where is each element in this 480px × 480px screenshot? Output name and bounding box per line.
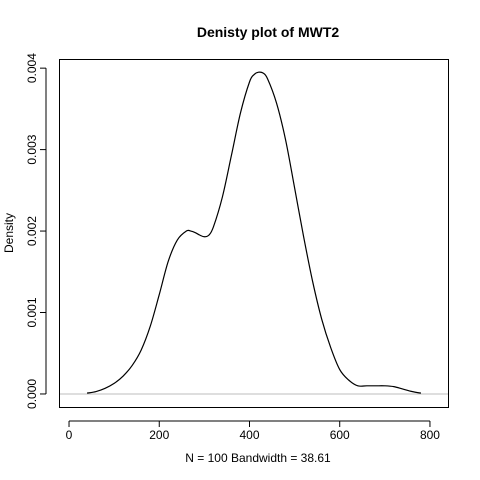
y-tick-label: 0.003 bbox=[25, 134, 39, 164]
y-axis-label: Density bbox=[2, 213, 16, 253]
y-axis: 0.000 0.001 0.002 0.003 0.004 bbox=[25, 53, 47, 409]
x-tick-label: 600 bbox=[330, 428, 350, 442]
x-tick-label: 0 bbox=[66, 428, 73, 442]
y-tick-label: 0.001 bbox=[25, 297, 39, 327]
x-tick-label: 800 bbox=[420, 428, 440, 442]
y-tick-label: 0.004 bbox=[25, 53, 39, 83]
x-axis: 0 200 400 600 800 bbox=[66, 420, 440, 442]
x-tick-label: 200 bbox=[149, 428, 169, 442]
y-tick-label: 0.002 bbox=[25, 216, 39, 246]
chart-title: Denisty plot of MWT2 bbox=[197, 24, 340, 40]
x-tick-label: 400 bbox=[239, 428, 259, 442]
density-curve bbox=[86, 71, 422, 394]
x-axis-label: N = 100 Bandwidth = 38.61 bbox=[185, 451, 331, 465]
plot-frame bbox=[59, 59, 449, 408]
y-tick-label: 0.000 bbox=[25, 379, 39, 409]
